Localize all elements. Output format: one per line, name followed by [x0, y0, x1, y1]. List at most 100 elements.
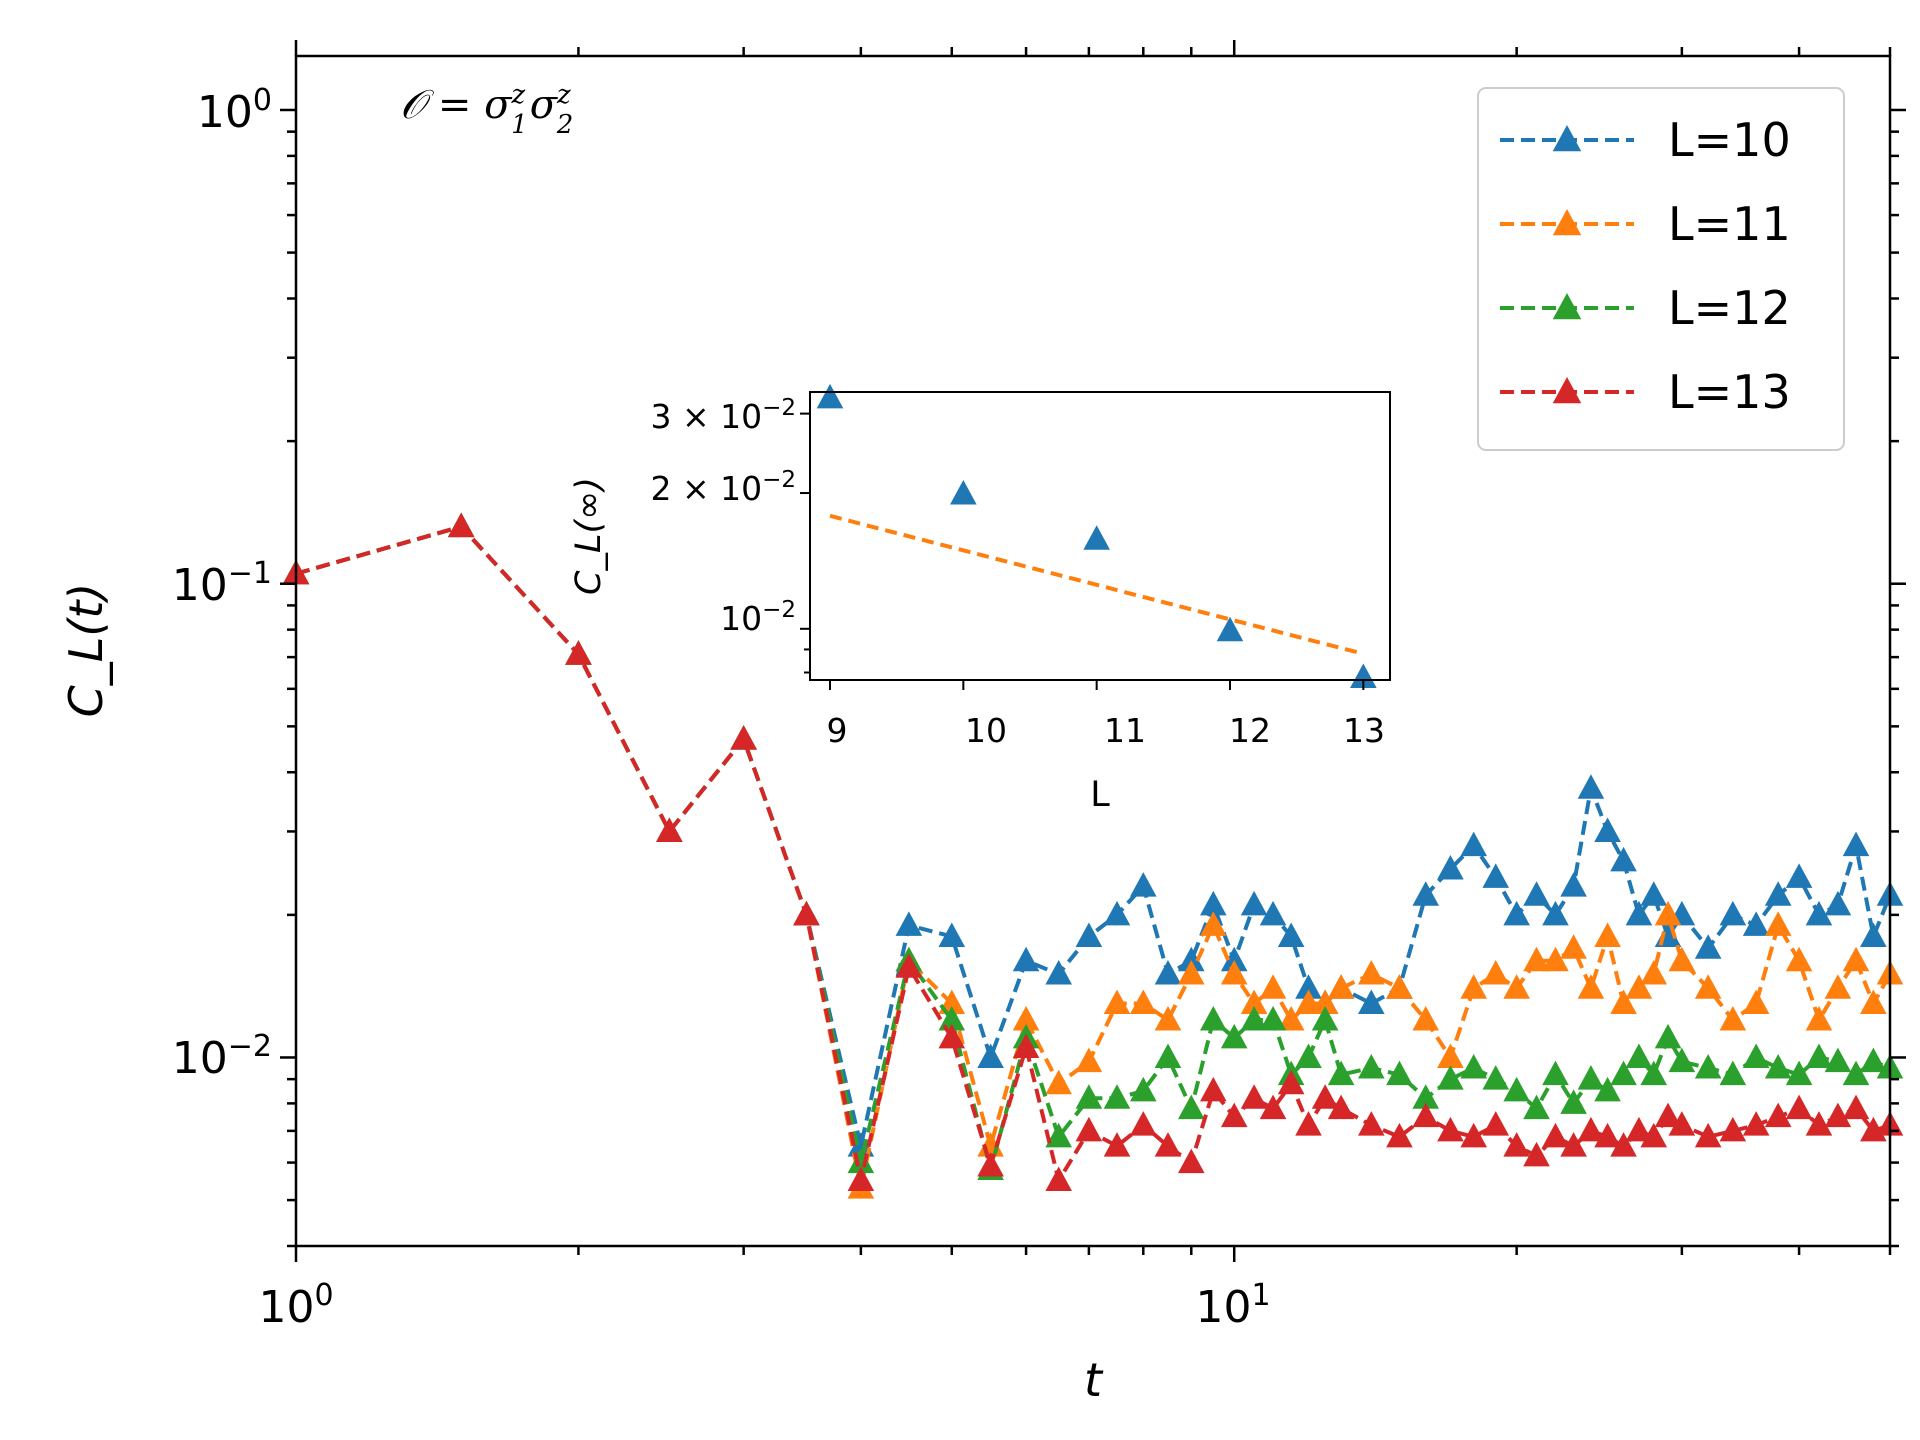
data-point-L=13 [847, 1166, 875, 1191]
data-point-L=10 [1177, 946, 1205, 972]
data-point-L=13 [1437, 1116, 1464, 1142]
data-point-L=12 [1523, 1094, 1550, 1120]
inset-y-tick-2e-2: 2 × 10−2 [650, 467, 796, 508]
data-point-L=11 [1295, 989, 1322, 1014]
data-point-L=12 [1640, 1060, 1668, 1086]
data-point-L=12 [1542, 1060, 1569, 1086]
data-point-L=10 [1075, 922, 1103, 948]
data-point-L=13 [1764, 1102, 1792, 1128]
data-point-L=11 [1694, 974, 1722, 999]
data-point-L=11 [1742, 989, 1770, 1014]
data-point-L=10 [1742, 911, 1770, 936]
data-point-L=11 [1012, 1005, 1040, 1031]
data-point-L=12 [1358, 1054, 1385, 1079]
data-point-L=13 [1560, 1132, 1587, 1157]
x-axis-label: t [1084, 1353, 1104, 1407]
data-point-L=11 [1503, 974, 1530, 999]
data-point-L=12 [1785, 1060, 1813, 1086]
data-point-L=13 [1742, 1111, 1770, 1136]
data-point-L=13 [1358, 1111, 1385, 1136]
data-point-L=12 [1503, 1076, 1530, 1102]
data-point-L=13 [977, 1152, 1004, 1177]
data-point-L=13 [447, 512, 475, 538]
data-point-L=13 [1386, 1122, 1413, 1148]
data-point-L=10 [1542, 900, 1569, 926]
data-point-L=12 [1200, 1005, 1227, 1031]
data-point-L=11 [1805, 1005, 1833, 1031]
data-point-L=11 [1200, 911, 1227, 936]
data-point-L=13 [1327, 1094, 1355, 1120]
data-point-L=12 [1482, 1065, 1510, 1090]
data-point-L=12 [1154, 1043, 1182, 1068]
data-point-L=10 [1764, 881, 1792, 906]
inset-plot-data [816, 383, 1377, 688]
data-point-L=11 [1640, 960, 1668, 985]
data-point-L=10 [1259, 900, 1287, 926]
data-point-L=13 [1200, 1076, 1227, 1102]
data-point-L=12 [1412, 1084, 1440, 1109]
data-point-L=11 [1542, 946, 1569, 972]
inset-point-L12 [1216, 616, 1244, 642]
data-point-L=13 [1654, 1102, 1682, 1128]
data-point-L=12 [1694, 1054, 1722, 1079]
legend-marker-L=12 [1552, 293, 1582, 320]
data-point-L=10 [1460, 831, 1488, 857]
data-point-L=10 [1842, 831, 1870, 857]
data-point-L=12 [938, 1005, 966, 1031]
data-point-L=13 [1842, 1094, 1870, 1120]
data-point-L=13 [1295, 1111, 1322, 1136]
inset-plot: 9 10 11 12 13 3 × 10−2 2 × 10−2 10−2 L C… [569, 383, 1391, 815]
data-point-L=12 [1129, 1076, 1157, 1102]
data-point-L=12 [1610, 1060, 1637, 1086]
data-point-L=10 [1625, 900, 1653, 926]
legend-label-L12: L=12 [1668, 281, 1791, 335]
inset-point-L10 [950, 480, 977, 505]
data-point-L=12 [1240, 1005, 1268, 1031]
data-point-L=11 [1482, 960, 1510, 985]
data-point-L=10 [1785, 863, 1813, 888]
observable-annotation: 𝒪 = σz 1σz 2 [400, 80, 573, 140]
data-point-L=10 [895, 911, 923, 936]
data-point-L=11 [1177, 960, 1205, 985]
data-point-L=11 [1577, 974, 1605, 999]
data-point-L=12 [1295, 1043, 1322, 1068]
data-point-L=12 [1824, 1047, 1852, 1073]
data-point-L=13 [1412, 1102, 1440, 1128]
x-tick-label-10: 101 [1195, 1278, 1270, 1334]
data-point-L=12 [1327, 1060, 1355, 1086]
data-point-L=11 [1311, 989, 1339, 1014]
series-line-L=11 [295, 524, 1892, 1189]
data-point-L=13 [1625, 1116, 1653, 1142]
inset-point-L9 [816, 383, 844, 409]
data-point-L=10 [1358, 989, 1385, 1014]
data-point-L=13 [1577, 1116, 1605, 1142]
inset-y-tick-1e-2: 10−2 [720, 597, 796, 638]
data-point-L=10 [1594, 817, 1621, 842]
data-point-L=10 [1719, 900, 1747, 926]
data-point-L=10 [1610, 846, 1637, 872]
data-point-L=12 [1654, 1023, 1682, 1049]
data-point-L=13 [730, 725, 757, 750]
legend-label-L13: L=13 [1668, 365, 1791, 419]
data-point-L=12 [1437, 1065, 1464, 1090]
data-point-L=11 [1259, 974, 1287, 999]
legend-marker-L=13 [1552, 377, 1582, 404]
data-point-L=10 [1824, 890, 1852, 916]
data-point-L=13 [1785, 1094, 1813, 1120]
main-axis-ticks [280, 40, 1906, 1262]
data-point-L=13 [1503, 1132, 1530, 1157]
data-point-L=11 [1277, 1005, 1305, 1031]
inset-x-tick-10: 10 [965, 711, 1007, 750]
inset-frame [809, 391, 1391, 681]
data-point-L=12 [1560, 1089, 1587, 1114]
data-point-L=13 [1594, 1122, 1621, 1148]
data-point-L=12 [1259, 1005, 1287, 1031]
inset-x-tick-9: 9 [827, 711, 848, 750]
data-point-L=13 [1012, 1033, 1040, 1058]
data-point-L=13 [1220, 1102, 1248, 1128]
inset-x-tick-13: 13 [1343, 711, 1385, 750]
data-point-L=12 [1577, 1065, 1605, 1090]
data-point-L=11 [1523, 946, 1550, 972]
data-point-L=13 [1129, 1111, 1157, 1136]
data-point-L=11 [1824, 974, 1852, 999]
